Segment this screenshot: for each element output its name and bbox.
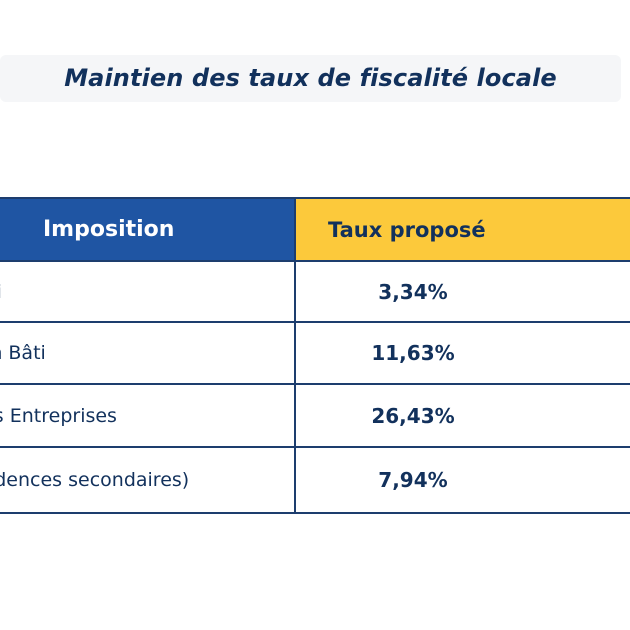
taux-value: 7,94% bbox=[378, 468, 448, 492]
imposition-label: Cotisation Foncière des Entreprises bbox=[0, 404, 117, 427]
cell-taux: 7,94% bbox=[294, 446, 630, 514]
imposition-label: Taxe sur le Foncier Non Bâti bbox=[0, 342, 46, 364]
imposition-label: Taxe sur le Foncier Bâti bbox=[0, 280, 294, 304]
table-row: Taxe d'Habitation (résidences secondaire… bbox=[0, 446, 630, 514]
taux-value: 26,43% bbox=[371, 403, 455, 428]
tax-rates-table: Imposition Taux proposé Taxe sur le Fonc… bbox=[0, 197, 630, 514]
taux-value: 3,34% bbox=[378, 279, 448, 304]
table-row: Cotisation Foncière des Entreprises 26,4… bbox=[0, 383, 630, 448]
table-row: Taxe sur le Foncier Bâti 3,34% bbox=[0, 260, 630, 323]
cell-imposition: Taxe d'Habitation (résidences secondaire… bbox=[0, 446, 296, 514]
cell-imposition: Taxe sur le Foncier Bâti bbox=[0, 260, 296, 323]
cell-taux: 3,34% bbox=[294, 260, 630, 323]
cell-taux: 26,43% bbox=[294, 383, 630, 448]
table-row: Taxe sur le Foncier Non Bâti 11,63% bbox=[0, 321, 630, 385]
title-banner: Maintien des taux de fiscalité locale bbox=[0, 55, 621, 102]
taux-value: 11,63% bbox=[371, 341, 455, 365]
header-taux-propose: Taux proposé bbox=[294, 197, 630, 262]
header-taux-label: Taux proposé bbox=[328, 217, 486, 242]
page-title: Maintien des taux de fiscalité locale bbox=[64, 64, 557, 92]
cell-imposition: Cotisation Foncière des Entreprises bbox=[0, 383, 296, 448]
table-header-row: Imposition Taux proposé bbox=[0, 197, 630, 262]
header-imposition: Imposition bbox=[0, 197, 296, 262]
cell-imposition: Taxe sur le Foncier Non Bâti bbox=[0, 321, 296, 385]
cell-taux: 11,63% bbox=[294, 321, 630, 385]
imposition-label: Taxe d'Habitation (résidences secondaire… bbox=[0, 469, 190, 491]
header-imposition-label: Imposition bbox=[43, 217, 175, 242]
